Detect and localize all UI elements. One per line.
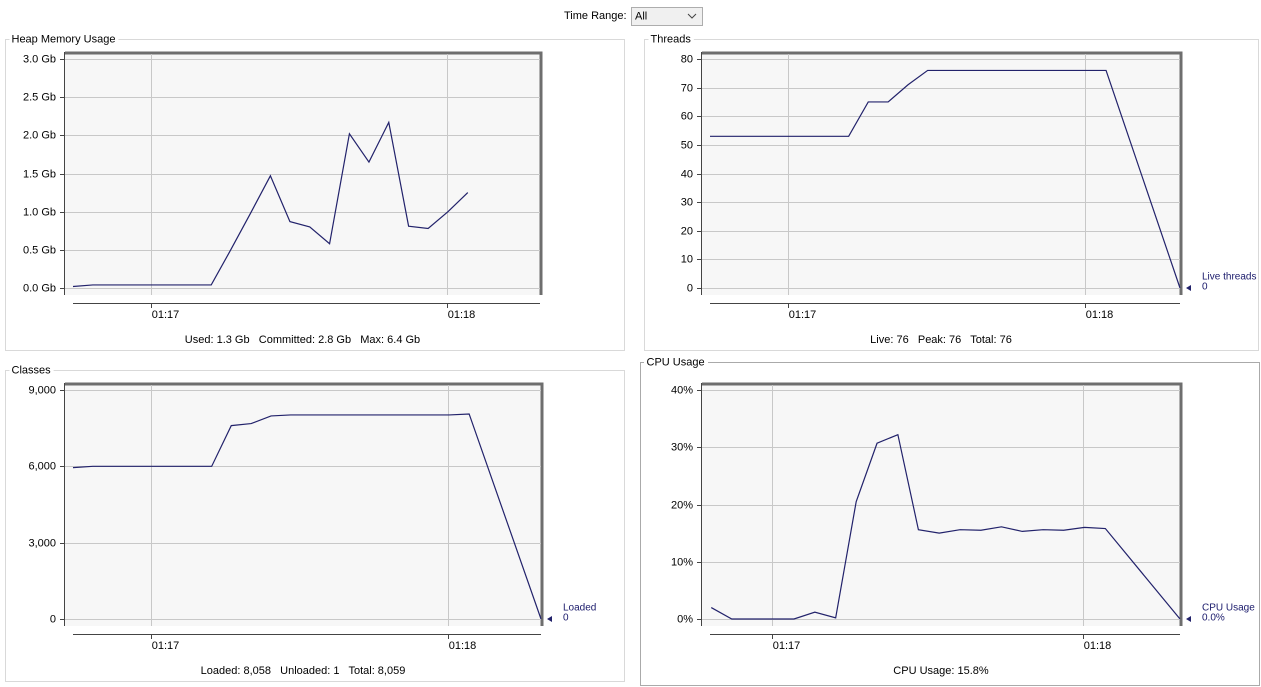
x-tick-label: 01:18 [448,309,476,321]
x-tick-label: 01:17 [152,640,180,652]
legend-value: 0.0% [1202,613,1225,624]
y-tick-label: 10% [671,556,693,568]
panel [644,39,1259,351]
plot-area [65,52,540,295]
y-tick-label: 0 [687,282,693,294]
y-tick-label: 80 [681,53,693,65]
legend-value: 0 [1202,282,1208,293]
plot-frame [65,51,543,295]
legend-label: Live threads [1202,272,1256,283]
time-range-select[interactable] [631,7,703,26]
y-tick-label: 9,000 [28,384,56,396]
panel [5,39,625,351]
legend-label: CPU Usage [1202,603,1255,614]
panel-title-bg [9,32,119,47]
summary: CPU Usage: 15.8% [893,665,989,677]
y-tick-label: 40 [681,168,693,180]
y-tick-label: 0 [50,613,56,625]
legend-label: Loaded [563,603,596,614]
y-tick-label: 2.0 Gb [23,129,56,141]
plot-area [65,383,541,626]
summary: Live: 76 Peak: 76 Total: 76 [870,334,1012,346]
legend-marker [547,616,552,622]
x-tick-label: 01:17 [789,309,817,321]
y-tick-label: 1.5 Gb [23,168,56,180]
plot-area [702,383,1180,626]
plot-frame [702,382,1183,626]
series-line [72,120,469,288]
y-tick-label: 3,000 [28,537,56,549]
legend-marker [1186,616,1191,622]
dropdown-chevron [687,13,697,19]
y-tick-label: 50 [681,139,693,151]
y-tick-label: 30 [681,196,693,208]
x-tick-label: 01:18 [1084,640,1112,652]
y-tick-label: 20% [671,499,693,511]
panel-title: Classes [12,364,52,376]
y-tick-label: 20 [681,225,693,237]
series-line [72,413,542,620]
y-tick-label: 0.0 Gb [23,282,56,294]
time-range-label: Time Range: [564,10,627,22]
plot-area [702,52,1180,295]
y-tick-label: 60 [681,110,693,122]
legend-value: 0 [563,613,569,624]
panel [640,362,1260,686]
panel-title: Heap Memory Usage [12,33,116,45]
panel-title: Threads [651,33,692,45]
summary: Used: 1.3 Gb Committed: 2.8 Gb Max: 6.4 … [185,334,420,346]
panel-title-bg [648,32,694,47]
x-tick-label: 01:17 [773,640,801,652]
y-tick-label: 0% [677,613,693,625]
summary: Loaded: 8,058 Unloaded: 1 Total: 8,059 [201,665,406,677]
panel-title-bg [644,355,708,370]
panel-title-bg [9,363,54,378]
legend-marker [1186,285,1191,291]
x-tick-label: 01:18 [449,640,477,652]
y-tick-label: 6,000 [28,460,56,472]
y-tick-label: 70 [681,82,693,94]
plot-frame [702,51,1183,295]
y-tick-label: 2.5 Gb [23,91,56,103]
series-line [710,433,1181,620]
plot-frame [65,382,544,626]
time-range-value[interactable]: All [635,10,647,22]
panel-title: CPU Usage [647,356,705,368]
y-tick-label: 10 [681,253,693,265]
y-tick-label: 40% [671,384,693,396]
series-line [710,69,1181,289]
y-tick-label: 3.0 Gb [23,53,56,65]
y-tick-label: 0.5 Gb [23,244,56,256]
y-tick-label: 1.0 Gb [23,206,56,218]
panel [5,370,625,682]
y-tick-label: 30% [671,441,693,453]
x-tick-label: 01:18 [1086,309,1114,321]
x-tick-label: 01:17 [152,309,180,321]
